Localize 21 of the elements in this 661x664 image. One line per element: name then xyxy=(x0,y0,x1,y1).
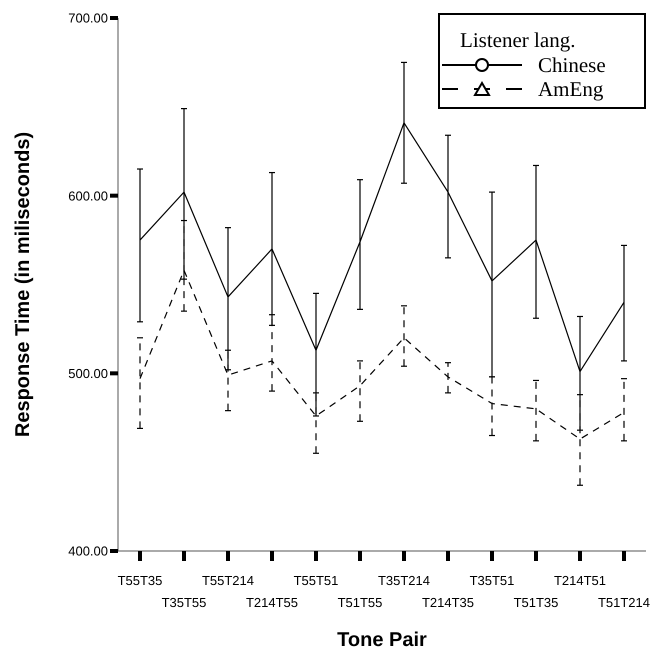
y-axis-title: Response Time (in miliseconds) xyxy=(12,132,34,438)
y-tick-label: 500.00 xyxy=(68,366,108,381)
y-tick-label: 400.00 xyxy=(68,544,108,559)
legend-label: Chinese xyxy=(538,53,606,77)
x-tick-label: T51T214 xyxy=(598,595,650,610)
x-tick-label: T55T214 xyxy=(202,573,254,588)
x-tick-label: T214T51 xyxy=(554,573,606,588)
x-axis-title: Tone Pair xyxy=(337,629,428,651)
legend-label: AmEng xyxy=(538,77,604,101)
x-tick-label: T51T55 xyxy=(338,595,382,610)
x-tick-label: T55T51 xyxy=(294,573,338,588)
y-tick-label: 600.00 xyxy=(68,188,108,204)
x-tick-label: T55T35 xyxy=(118,573,162,588)
x-tick-label: T51T35 xyxy=(514,595,558,610)
x-tick-label: T35T51 xyxy=(470,573,514,588)
x-tick-label: T35T55 xyxy=(162,595,206,610)
x-tick-label: T214T55 xyxy=(246,595,298,610)
x-tick-label: T214T35 xyxy=(422,595,474,610)
y-tick-label: 700.00 xyxy=(68,10,108,26)
legend-title: Listener lang. xyxy=(459,27,576,53)
x-tick-label: T35T214 xyxy=(378,573,430,588)
